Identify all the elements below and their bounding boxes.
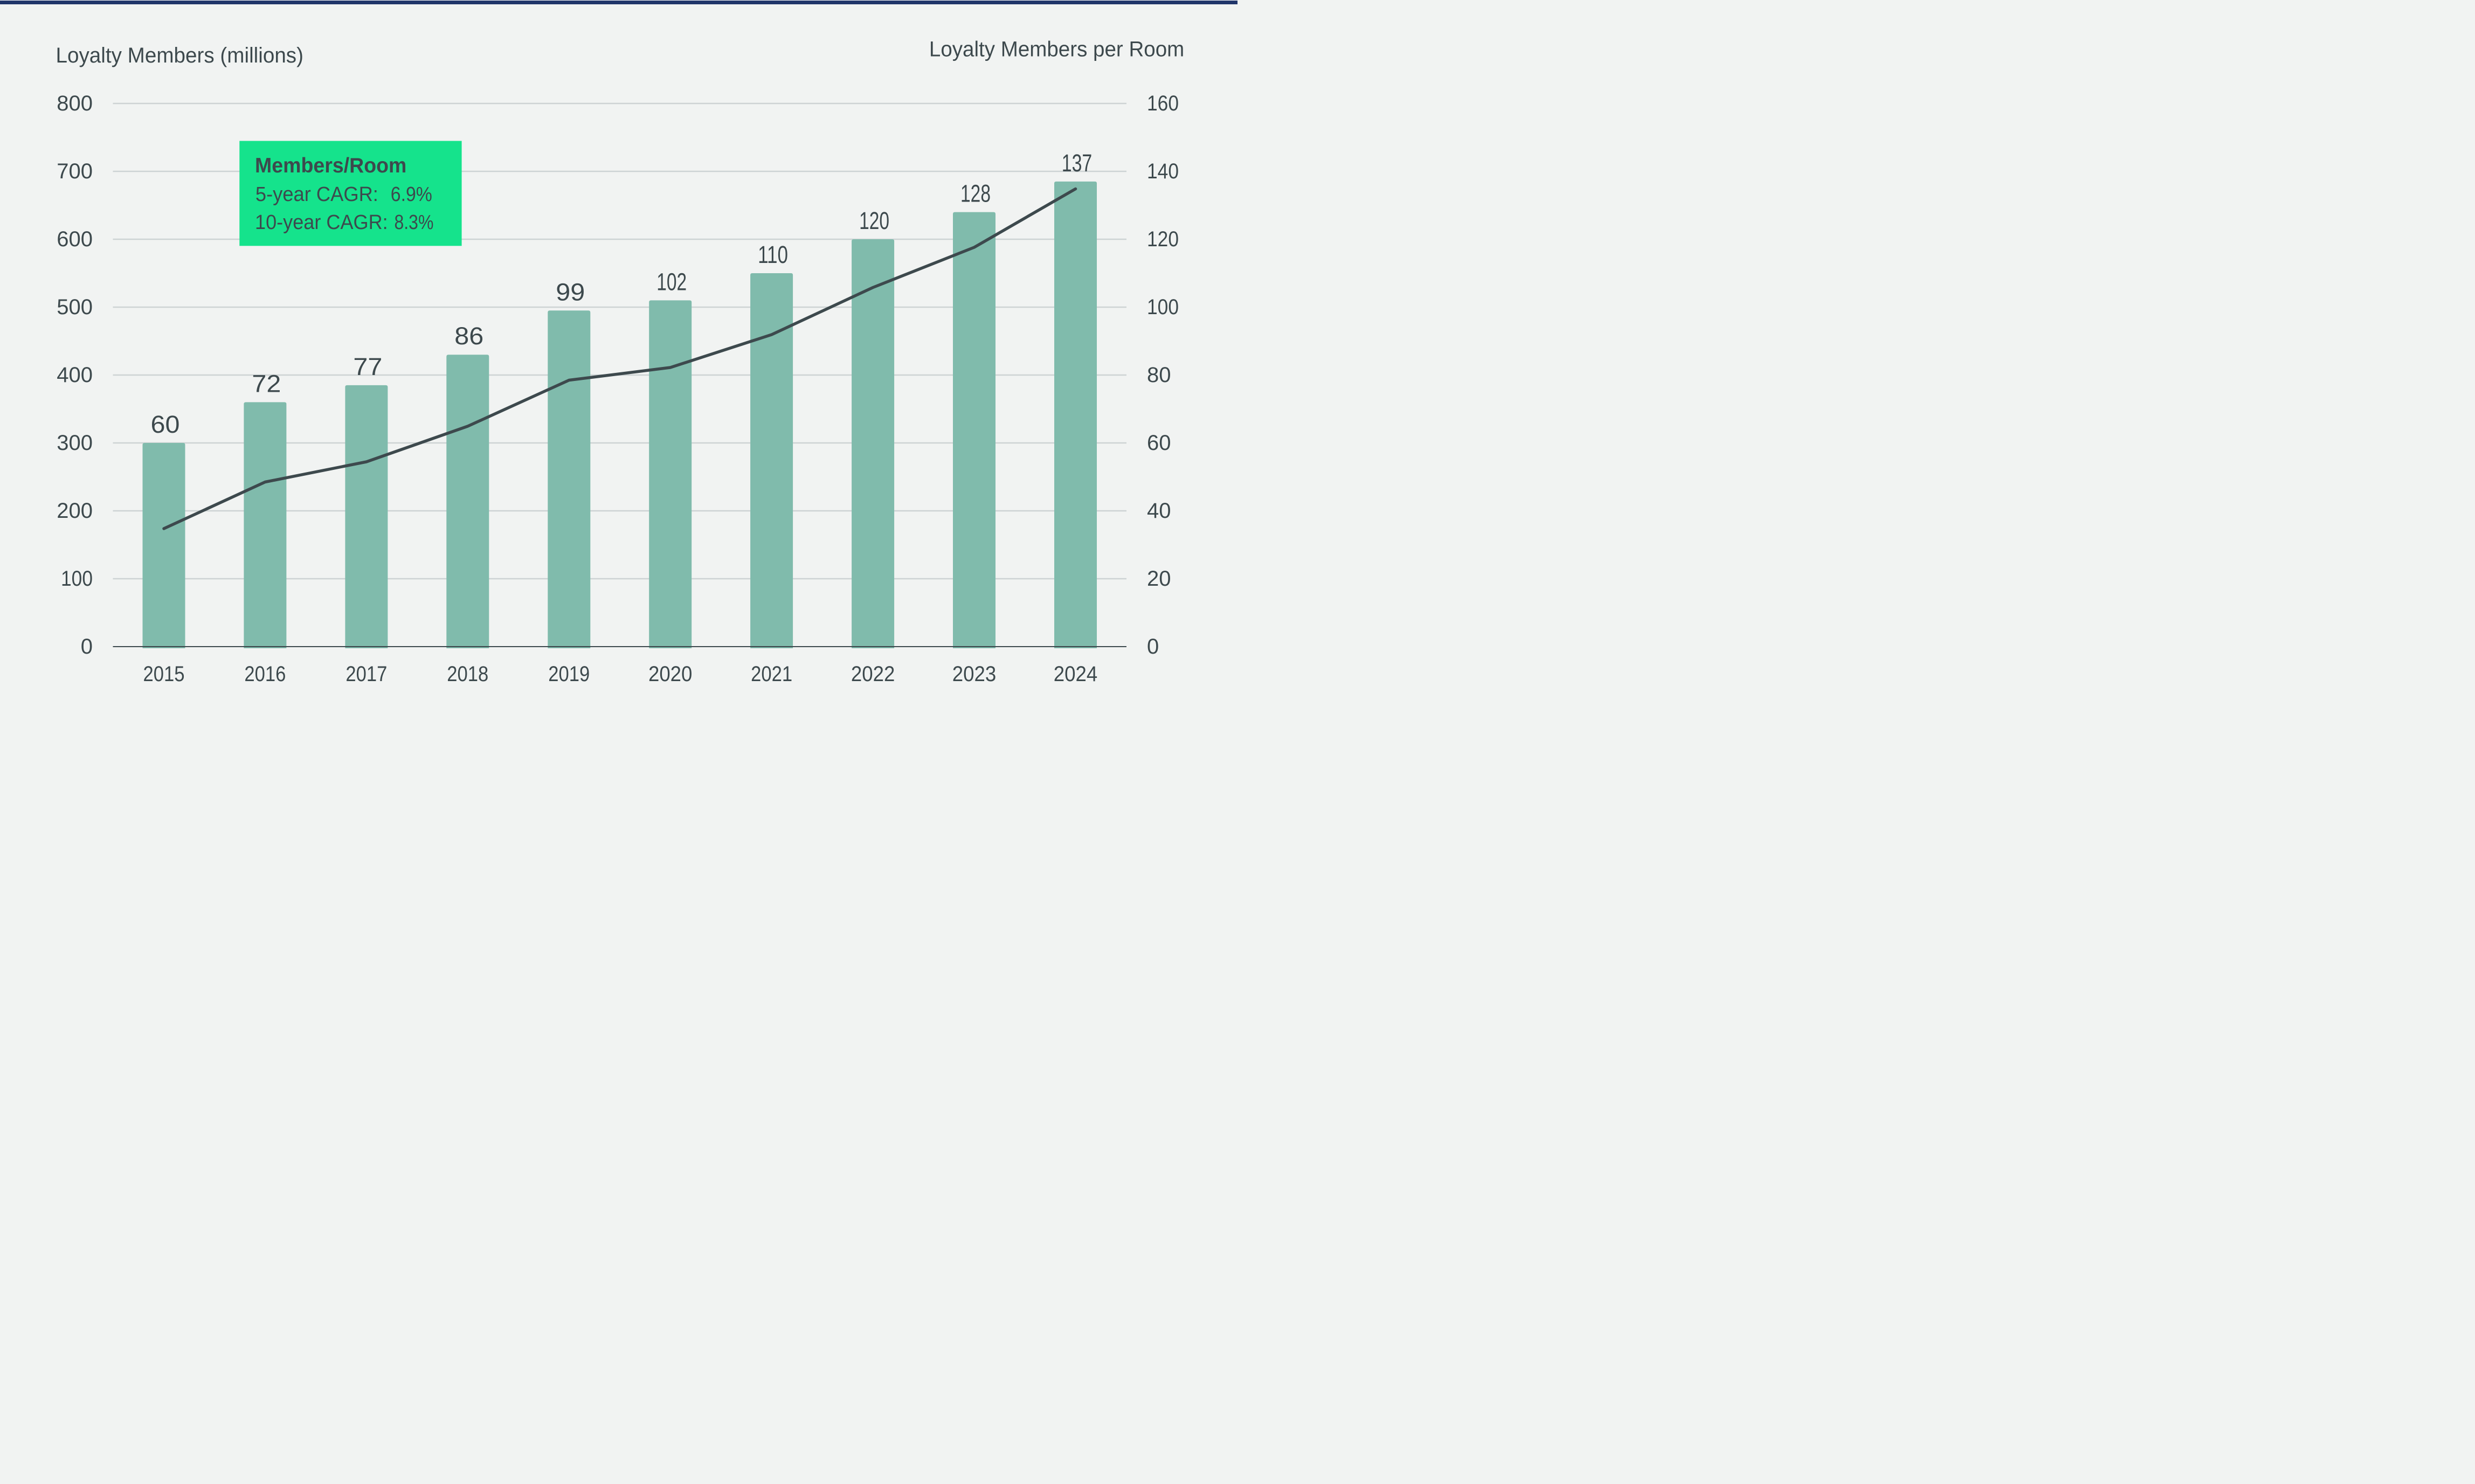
svg-text:2021: 2021 bbox=[751, 662, 792, 686]
svg-text:99: 99 bbox=[556, 278, 585, 306]
svg-text:6.9%: 6.9% bbox=[391, 183, 432, 206]
svg-text:0: 0 bbox=[1147, 635, 1159, 658]
svg-text:2018: 2018 bbox=[447, 662, 488, 686]
svg-text:0: 0 bbox=[81, 635, 93, 658]
svg-text:Loyalty Members (millions): Loyalty Members (millions) bbox=[56, 44, 304, 67]
svg-text:2020: 2020 bbox=[648, 662, 693, 686]
svg-text:80: 80 bbox=[1147, 363, 1171, 387]
svg-text:2023: 2023 bbox=[952, 662, 997, 686]
svg-text:102: 102 bbox=[656, 268, 687, 295]
svg-text:128: 128 bbox=[960, 180, 991, 207]
svg-text:120: 120 bbox=[1147, 227, 1179, 251]
svg-text:140: 140 bbox=[1147, 160, 1179, 183]
svg-text:2024: 2024 bbox=[1054, 662, 1098, 686]
svg-text:2019: 2019 bbox=[548, 662, 590, 686]
svg-text:5-year CAGR:: 5-year CAGR: bbox=[255, 183, 378, 206]
svg-text:10-year CAGR:: 10-year CAGR: bbox=[255, 211, 388, 234]
svg-text:20: 20 bbox=[1147, 567, 1171, 591]
svg-text:200: 200 bbox=[57, 499, 93, 523]
svg-text:300: 300 bbox=[57, 431, 93, 455]
svg-text:800: 800 bbox=[57, 92, 93, 115]
svg-text:2017: 2017 bbox=[345, 662, 387, 686]
svg-text:40: 40 bbox=[1147, 499, 1171, 523]
svg-text:Members/Room: Members/Room bbox=[255, 154, 406, 177]
svg-text:2016: 2016 bbox=[244, 662, 286, 686]
svg-text:72: 72 bbox=[252, 370, 281, 397]
svg-text:86: 86 bbox=[454, 322, 483, 350]
svg-text:60: 60 bbox=[151, 411, 180, 438]
svg-text:400: 400 bbox=[57, 363, 93, 387]
svg-text:500: 500 bbox=[57, 295, 93, 319]
svg-text:160: 160 bbox=[1147, 92, 1179, 115]
svg-text:8.3%: 8.3% bbox=[395, 211, 434, 234]
svg-text:100: 100 bbox=[1147, 295, 1179, 319]
svg-text:700: 700 bbox=[57, 160, 93, 183]
svg-text:100: 100 bbox=[61, 567, 93, 591]
svg-text:600: 600 bbox=[57, 227, 93, 251]
svg-text:2022: 2022 bbox=[851, 662, 895, 686]
svg-text:60: 60 bbox=[1147, 431, 1171, 455]
svg-text:2015: 2015 bbox=[143, 662, 185, 686]
svg-text:137: 137 bbox=[1062, 149, 1093, 177]
svg-text:Loyalty Members per Room: Loyalty Members per Room bbox=[929, 38, 1184, 61]
svg-text:120: 120 bbox=[859, 207, 889, 234]
svg-text:77: 77 bbox=[353, 353, 382, 380]
svg-text:110: 110 bbox=[758, 241, 788, 268]
